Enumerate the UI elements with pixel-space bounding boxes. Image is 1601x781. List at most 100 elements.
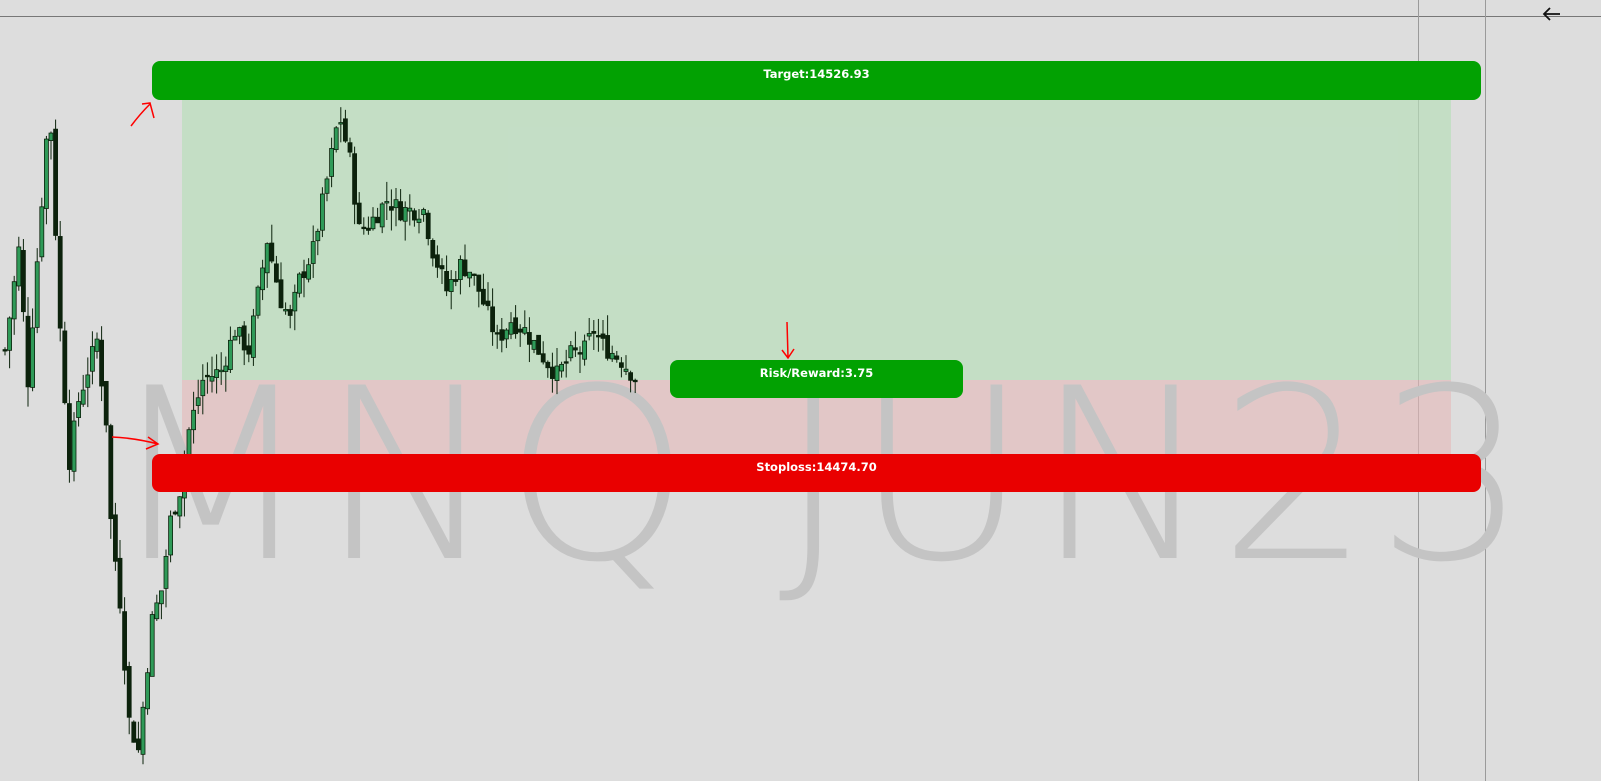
profit-zone: [182, 100, 1451, 380]
candle: [154, 594, 160, 621]
candle-body-bear: [550, 366, 555, 379]
candle: [471, 273, 477, 286]
candle: [158, 590, 164, 620]
candle: [117, 540, 123, 614]
candle-body-bear: [352, 153, 358, 205]
candle-body-bull: [71, 420, 77, 472]
candle: [48, 131, 54, 160]
candle-body-bear: [301, 271, 307, 279]
candle: [7, 316, 12, 369]
candle: [172, 510, 178, 516]
candle-body-bear: [398, 201, 404, 221]
candle-body-bear: [99, 339, 104, 387]
candle-body-bull: [283, 309, 289, 312]
candle: [596, 318, 601, 352]
candle: [315, 228, 321, 256]
candle: [480, 273, 486, 306]
candle: [214, 354, 220, 394]
candle-body-bull: [292, 291, 298, 312]
candle-body-bear: [540, 353, 546, 363]
candle-body-bull: [11, 281, 17, 320]
candle: [200, 364, 206, 415]
candle: [388, 189, 394, 231]
target-line[interactable]: Target:14526.93: [152, 61, 1481, 100]
candle: [237, 326, 243, 345]
candle: [462, 244, 468, 278]
candle: [177, 496, 183, 529]
candle-body-bear: [356, 202, 362, 225]
candle-body-bear: [434, 254, 440, 268]
candle: [2, 347, 8, 356]
candle-body-bear: [527, 332, 532, 345]
candle: [94, 332, 100, 359]
candle-body-bear: [20, 250, 26, 313]
candle: [398, 189, 404, 222]
candle-body-bull: [324, 178, 330, 194]
candle: [568, 341, 574, 362]
candle-body-bull: [44, 138, 49, 209]
candle: [411, 208, 417, 227]
candle: [457, 255, 463, 295]
candle: [347, 137, 353, 158]
candle: [527, 317, 532, 363]
candle: [80, 374, 86, 407]
price-axis-edge: [1485, 0, 1486, 781]
candle-body-bear: [122, 611, 127, 671]
candle: [53, 119, 58, 241]
candle: [140, 701, 146, 765]
candle-body-bull: [195, 397, 201, 406]
candle: [16, 236, 22, 291]
candle-body-bear: [108, 425, 114, 520]
candle-body-bear: [365, 227, 371, 231]
candle: [25, 297, 31, 407]
risk-reward-box[interactable]: Risk/Reward:3.75: [670, 360, 963, 398]
candle-body-bear: [425, 212, 431, 240]
candle: [591, 320, 597, 350]
candle-body-bear: [361, 226, 367, 230]
candle-body-bull: [94, 338, 100, 352]
candle-body-bull: [623, 368, 629, 372]
candle: [227, 326, 233, 374]
candle: [126, 661, 132, 735]
candle-body-bull: [48, 132, 54, 142]
candle: [513, 305, 518, 339]
candle-body-bear: [287, 309, 293, 316]
candle: [283, 302, 289, 315]
stoploss-line[interactable]: Stoploss:14474.70: [152, 454, 1481, 492]
candle-body-bull: [149, 614, 155, 677]
candle-body-bull: [200, 379, 206, 397]
candle-body-bear: [2, 349, 8, 352]
candle-body-bull: [457, 259, 463, 280]
candle-body-bear: [53, 128, 58, 236]
candle: [103, 380, 109, 433]
candle-body-bull: [393, 199, 399, 209]
candle-body-bear: [490, 306, 496, 333]
candle-body-bull: [296, 273, 302, 294]
candle: [20, 238, 26, 322]
candle-body-bull: [559, 363, 564, 372]
candle-body-bull: [522, 327, 528, 334]
candle-body-bear: [126, 666, 132, 718]
risk-reward-label: Risk/Reward:3.75: [759, 366, 874, 380]
candle-body-bull: [16, 246, 22, 287]
candle: [131, 720, 137, 743]
candle-body-bull: [508, 322, 514, 335]
candle: [301, 259, 307, 298]
candle-body-bear: [444, 271, 450, 292]
back-button[interactable]: [1540, 2, 1564, 26]
candle: [99, 326, 104, 402]
candle: [550, 352, 555, 393]
candle: [113, 502, 118, 571]
stoploss-label: Stoploss:14474.70: [756, 460, 877, 474]
candle-body-bull: [227, 339, 233, 370]
candle: [467, 271, 473, 288]
candle: [361, 217, 367, 235]
candle: [255, 285, 261, 319]
candle: [34, 248, 40, 334]
candle: [531, 339, 537, 354]
candle: [287, 304, 293, 329]
candle: [365, 216, 371, 235]
candle: [628, 370, 633, 393]
candle-body-bull: [407, 207, 413, 212]
candle: [30, 308, 36, 392]
